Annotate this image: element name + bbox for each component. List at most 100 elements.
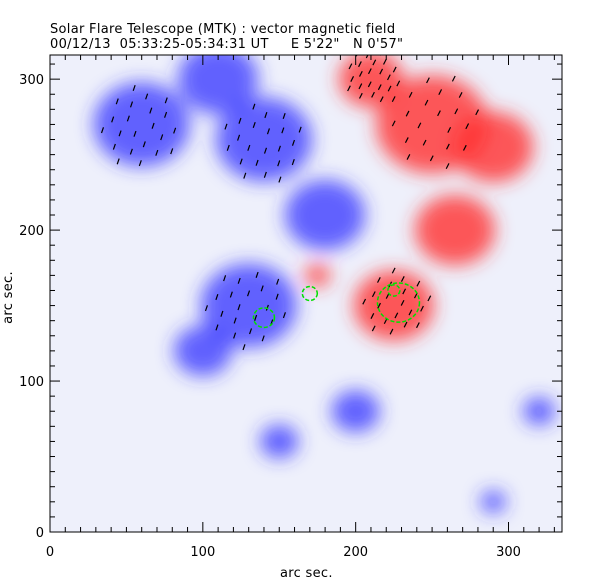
field-vector <box>391 120 396 127</box>
positive-field-region <box>338 55 403 108</box>
field-vector <box>458 92 463 98</box>
y-tick-label: 100 <box>19 375 44 390</box>
y-tick-label: 0 <box>36 526 44 541</box>
field-vector <box>160 134 164 141</box>
field-vector <box>260 285 264 292</box>
field-vector <box>115 98 119 105</box>
field-vector <box>237 304 241 311</box>
field-vector <box>261 335 265 342</box>
field-vector <box>173 127 177 134</box>
field-vector <box>164 111 168 118</box>
field-vector <box>243 172 247 179</box>
field-vector <box>129 148 133 155</box>
field-vector <box>116 158 120 165</box>
y-tick-label: 300 <box>19 73 44 88</box>
field-vector <box>248 328 253 335</box>
field-vector <box>391 96 396 103</box>
field-vector <box>252 103 256 110</box>
field-vector <box>447 126 452 133</box>
field-vector <box>367 68 372 75</box>
field-vector <box>379 68 384 75</box>
negative-field-region <box>523 397 556 426</box>
field-vector <box>254 314 258 321</box>
field-vector <box>278 176 282 183</box>
field-vector <box>233 332 237 339</box>
field-vector <box>215 324 219 331</box>
field-vector <box>370 313 375 319</box>
field-vector <box>170 148 174 155</box>
field-vector <box>263 171 267 178</box>
field-vector <box>424 99 429 106</box>
field-vector <box>417 122 422 129</box>
field-vector <box>422 139 427 146</box>
field-vector <box>451 75 456 82</box>
field-vector <box>291 139 296 146</box>
intensity-contour <box>376 282 421 323</box>
field-vector <box>408 91 413 98</box>
negative-field-region <box>260 424 299 459</box>
field-vector <box>391 267 396 274</box>
field-vector <box>420 305 424 312</box>
field-vector <box>132 84 136 92</box>
field-vector <box>282 312 286 319</box>
x-tick-label: 100 <box>190 545 215 560</box>
field-vector <box>402 288 407 295</box>
field-vector <box>111 116 115 123</box>
field-vector <box>264 112 268 119</box>
field-vector <box>416 322 420 329</box>
field-vector <box>126 115 130 122</box>
field-vector <box>383 58 387 65</box>
field-vector <box>362 298 367 305</box>
field-vector <box>138 160 142 167</box>
field-vector <box>358 83 363 90</box>
field-vector <box>475 109 480 116</box>
negative-field-region <box>178 55 259 115</box>
field-vector <box>229 291 233 298</box>
positive-field-region <box>453 112 534 183</box>
field-vector <box>255 159 259 166</box>
field-vector <box>133 130 137 137</box>
field-vector <box>223 275 227 282</box>
x-tick-label: 200 <box>343 545 368 560</box>
y-tick-label: 200 <box>19 224 44 239</box>
positive-field-region <box>304 264 331 287</box>
field-vector <box>372 59 377 66</box>
field-vector <box>377 302 381 309</box>
field-vector <box>164 97 168 104</box>
field-vector <box>151 122 155 129</box>
negative-field-region <box>480 490 507 514</box>
field-vector <box>277 145 281 152</box>
intensity-contour <box>252 307 276 329</box>
field-vector <box>371 291 376 298</box>
intensity-contour <box>387 284 401 297</box>
field-vector <box>215 294 219 301</box>
field-vector <box>438 89 443 96</box>
field-vector <box>112 143 116 150</box>
field-vector <box>247 290 251 297</box>
field-vector <box>238 117 242 124</box>
field-vector <box>379 96 384 103</box>
negative-field-region <box>200 263 297 348</box>
field-vector <box>358 70 363 77</box>
field-vector <box>226 144 230 151</box>
field-vector <box>239 158 243 165</box>
field-vector <box>263 147 268 154</box>
field-vector <box>454 108 459 115</box>
field-vector <box>377 84 382 91</box>
field-vector <box>371 91 375 98</box>
field-vector <box>427 295 432 302</box>
field-vector <box>358 92 363 99</box>
field-vector <box>350 76 355 82</box>
field-vector <box>389 328 394 335</box>
y-axis-label: arc sec. <box>0 271 16 324</box>
field-vector <box>371 325 376 332</box>
field-vector <box>145 93 149 100</box>
field-vector <box>255 271 259 278</box>
field-vector <box>465 123 470 130</box>
field-vector <box>220 310 224 317</box>
field-vector <box>100 127 105 134</box>
field-vector <box>252 121 256 129</box>
field-vector <box>392 66 397 73</box>
field-vector <box>149 107 153 114</box>
